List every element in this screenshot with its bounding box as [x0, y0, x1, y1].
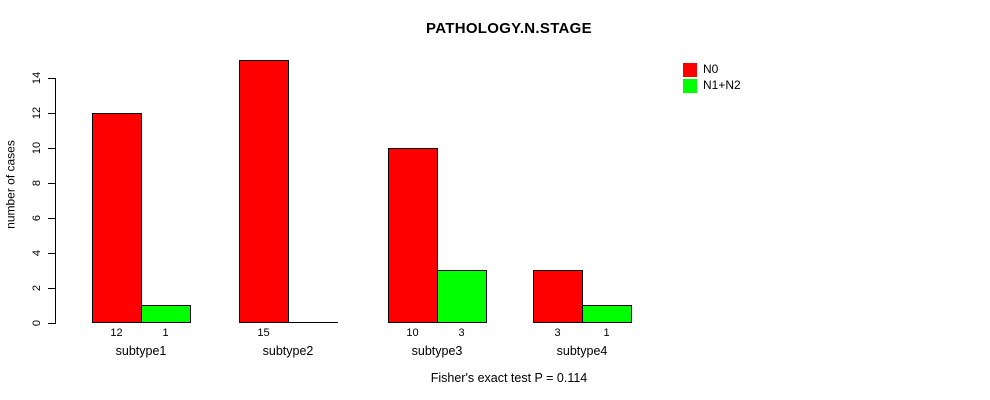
category-label: subtype2	[262, 344, 314, 358]
y-tick-mark	[48, 253, 55, 254]
y-tick-mark	[48, 288, 55, 289]
bar	[141, 305, 191, 323]
bar-value-label: 3	[554, 327, 561, 339]
legend-label: N1+N2	[703, 78, 741, 92]
y-tick-mark	[48, 323, 55, 324]
y-tick-mark	[48, 113, 55, 114]
y-tick-label: 6	[31, 214, 43, 222]
bar-zero	[288, 322, 338, 323]
legend-label: N0	[703, 62, 719, 76]
legend-item: N0	[683, 62, 741, 77]
category-label: subtype3	[411, 344, 463, 358]
y-tick-mark	[48, 183, 55, 184]
legend-item: N1+N2	[683, 78, 741, 93]
bar	[388, 148, 438, 323]
y-tick-mark	[48, 148, 55, 149]
y-tick-label: 4	[31, 249, 43, 257]
bar	[239, 60, 289, 323]
chart-title: PATHOLOGY.N.STAGE	[426, 20, 592, 37]
y-tick-mark	[48, 78, 55, 79]
y-tick-label: 12	[31, 106, 43, 120]
bar-value-label: 1	[162, 327, 169, 339]
legend: N0 N1+N2	[683, 62, 741, 94]
bar-value-label: 15	[257, 327, 270, 339]
footnote: Fisher's exact test P = 0.114	[430, 371, 588, 385]
y-tick-mark	[48, 218, 55, 219]
y-tick-label: 2	[31, 284, 43, 292]
legend-swatch	[683, 62, 697, 77]
bar	[533, 270, 583, 323]
bar	[437, 270, 487, 323]
y-tick-label: 8	[31, 179, 43, 187]
y-tick-label: 10	[31, 141, 43, 155]
bar	[92, 113, 142, 323]
bar	[582, 305, 632, 323]
category-label: subtype4	[556, 344, 608, 358]
y-tick-label: 14	[31, 71, 43, 85]
y-tick-label: 0	[31, 319, 43, 327]
bar-value-label: 10	[406, 327, 419, 339]
legend-swatch	[683, 78, 697, 93]
y-axis-line	[55, 78, 56, 324]
bar-value-label: 12	[110, 327, 123, 339]
bar-value-label: 3	[458, 327, 465, 339]
category-label: subtype1	[115, 344, 167, 358]
bar-value-label: 1	[603, 327, 610, 339]
